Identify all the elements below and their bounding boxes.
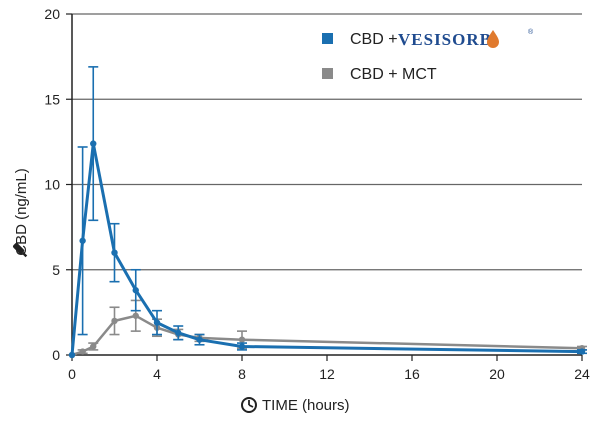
legend-label-mct: CBD + MCT bbox=[350, 66, 437, 83]
data-point-vesisorb bbox=[578, 348, 586, 355]
legend-swatch-vesisorb bbox=[322, 33, 333, 44]
legend-item-mct: CBD + MCT bbox=[322, 66, 437, 83]
x-tick-label: 20 bbox=[489, 366, 505, 382]
x-tick-label: 12 bbox=[319, 366, 335, 382]
data-point-vesisorb bbox=[132, 287, 139, 294]
data-point-vesisorb bbox=[153, 319, 161, 326]
data-point-mct bbox=[132, 312, 139, 319]
drop-icon bbox=[487, 30, 499, 48]
x-tick-label: 16 bbox=[404, 366, 420, 382]
y-tick-label: 20 bbox=[44, 6, 60, 22]
clock-icon bbox=[241, 397, 257, 413]
series bbox=[68, 66, 587, 359]
x-tick-label: 24 bbox=[574, 366, 590, 382]
legend-prefix-vesisorb: CBD + bbox=[350, 31, 398, 48]
y-tick-label: 5 bbox=[52, 262, 60, 278]
data-point-vesisorb bbox=[68, 351, 76, 359]
dropper-icon bbox=[13, 243, 28, 258]
x-axis-title-group: TIME (hours) bbox=[241, 397, 350, 414]
data-point-mct bbox=[238, 336, 246, 343]
data-point-vesisorb bbox=[79, 237, 86, 244]
y-tick-label: 10 bbox=[44, 177, 60, 193]
legend-brand-vesisorb: VESISORB bbox=[398, 30, 492, 49]
data-point-mct bbox=[90, 343, 97, 350]
gridlines bbox=[72, 13, 582, 271]
legend-swatch-mct bbox=[322, 68, 333, 79]
legend: CBD + VESISORB ® CBD + MCT bbox=[322, 28, 534, 83]
y-axis-title: CBD (ng/mL) bbox=[13, 168, 30, 256]
legend-item-vesisorb: CBD + VESISORB ® bbox=[322, 28, 534, 49]
x-axis-title: TIME (hours) bbox=[262, 397, 350, 414]
x-tick-label: 8 bbox=[238, 366, 246, 382]
legend-brand-mark: ® bbox=[528, 28, 534, 36]
y-tick-label: 15 bbox=[44, 91, 60, 107]
data-point-mct bbox=[79, 348, 86, 355]
series-vesisorb bbox=[68, 66, 587, 359]
series-line-vesisorb bbox=[70, 142, 583, 356]
y-axis-title-group: CBD (ng/mL) bbox=[13, 168, 30, 256]
data-point-mct bbox=[111, 317, 118, 325]
data-point-vesisorb bbox=[111, 249, 118, 256]
x-tick-label: 0 bbox=[68, 366, 76, 382]
data-point-vesisorb bbox=[196, 336, 203, 343]
data-point-vesisorb bbox=[90, 140, 97, 147]
ticks: 0 5 10 15 20 0 4 8 12 16 20 24 bbox=[44, 6, 590, 382]
series-line-mct bbox=[71, 314, 583, 357]
data-point-vesisorb bbox=[175, 329, 182, 337]
y-tick-label: 0 bbox=[52, 347, 60, 363]
data-point-vesisorb bbox=[238, 343, 246, 350]
x-tick-label: 4 bbox=[153, 366, 161, 382]
